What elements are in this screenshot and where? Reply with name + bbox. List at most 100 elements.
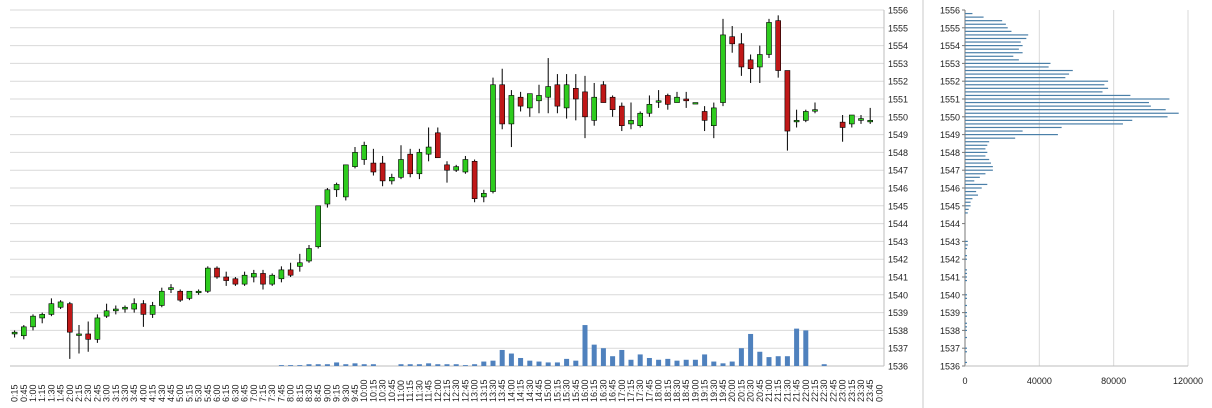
candle-body xyxy=(674,96,680,103)
profile-bar xyxy=(965,66,1049,68)
candle-body xyxy=(434,132,441,159)
candle-body xyxy=(306,248,312,262)
time-tick-label: 13:00 xyxy=(470,379,480,402)
time-tick-label: 2:45 xyxy=(92,384,102,402)
profile-bar xyxy=(965,30,1012,32)
profile-bar xyxy=(965,155,986,157)
volume-bar xyxy=(794,328,800,366)
price-tick-label: 1539 xyxy=(888,308,908,318)
time-tick-label: 5:00 xyxy=(175,384,185,402)
time-tick-label: 15:30 xyxy=(562,379,572,402)
time-tick-label: 21:00 xyxy=(764,379,774,402)
candle-body xyxy=(618,105,625,127)
profile-y-tick-label: 1546 xyxy=(940,184,960,194)
time-tick-label: 23:00 xyxy=(838,379,848,402)
candle-body xyxy=(388,177,395,182)
candle-body xyxy=(775,20,782,71)
candle-body xyxy=(223,276,229,281)
time-tick-label: 15:15 xyxy=(552,379,562,402)
candle-body xyxy=(39,314,46,319)
volume-bar xyxy=(324,364,330,366)
candle-body xyxy=(701,111,708,121)
volume-bar xyxy=(748,333,754,366)
time-tick-label: 2:00 xyxy=(65,384,75,402)
profile-bar xyxy=(965,137,1016,139)
time-tick-label: 20:15 xyxy=(736,379,746,402)
profile-bar xyxy=(965,183,988,186)
time-tick-label: 5:30 xyxy=(194,384,204,402)
time-tick-label: 6:30 xyxy=(230,384,240,402)
candle-body xyxy=(370,162,377,173)
candle-body xyxy=(20,326,27,337)
volume-bar xyxy=(757,351,763,366)
profile-bar xyxy=(965,329,967,331)
candle-body xyxy=(324,189,331,205)
time-tick-label: 21:45 xyxy=(792,379,802,402)
volume-bar xyxy=(628,359,634,366)
candle-body xyxy=(848,114,855,125)
profile-y-tick-label: 1553 xyxy=(940,59,960,69)
candle-body xyxy=(453,166,460,171)
profile-x-tick-label: 80000 xyxy=(1101,376,1126,386)
profile-bar xyxy=(965,144,988,146)
time-tick-label: 12:30 xyxy=(451,379,461,402)
candle-body xyxy=(177,290,183,301)
time-tick-label: 21:15 xyxy=(773,379,783,402)
profile-y-tick-label: 1548 xyxy=(940,148,960,158)
price-tick-label: 1547 xyxy=(888,166,908,176)
profile-y-tick-label: 1549 xyxy=(940,130,960,140)
candle-body xyxy=(425,146,432,155)
profile-bar xyxy=(965,130,1023,132)
candle-body xyxy=(94,317,101,340)
time-tick-label: 18:30 xyxy=(672,379,682,402)
candle-body xyxy=(205,267,211,292)
volume-bar xyxy=(518,357,524,366)
candle-body xyxy=(140,303,147,315)
profile-bar xyxy=(965,272,967,275)
time-tick-label: 23:30 xyxy=(856,379,866,402)
profile-bar xyxy=(965,94,1131,97)
time-tick-label: 12:00 xyxy=(433,379,443,402)
candle-body xyxy=(664,95,671,105)
time-tick-label: 20:00 xyxy=(727,379,737,402)
panel-divider xyxy=(922,0,924,408)
time-tick-label: 1:30 xyxy=(46,384,56,402)
time-tick-label: 18:45 xyxy=(681,379,691,402)
profile-bar xyxy=(965,37,1027,40)
time-tick-label: 11:30 xyxy=(414,380,424,402)
time-tick-label: 7:30 xyxy=(267,384,277,402)
candle-body xyxy=(536,95,542,102)
price-tick-label: 1541 xyxy=(888,273,908,283)
profile-y-tick-label: 1541 xyxy=(940,273,960,283)
profile-y-tick-label: 1540 xyxy=(940,290,960,300)
time-tick-label: 9:00 xyxy=(322,384,332,402)
candle-body xyxy=(609,96,616,110)
profile-bar xyxy=(965,304,967,307)
volume-bar xyxy=(766,357,772,366)
volume-bar xyxy=(720,363,726,366)
candle-body xyxy=(398,159,404,178)
time-tick-label: 3:00 xyxy=(102,384,112,402)
candle-body xyxy=(554,84,561,107)
profile-bar xyxy=(965,315,967,317)
profile-y-tick-label: 1536 xyxy=(940,362,960,372)
profile-bar xyxy=(965,279,967,282)
volume-bar xyxy=(398,364,404,366)
volume-bar xyxy=(343,364,349,366)
profile-bar xyxy=(965,151,988,153)
time-tick-label: 17:15 xyxy=(626,379,636,402)
price-tick-label: 1543 xyxy=(888,237,908,247)
candle-body xyxy=(839,121,846,128)
time-tick-label: 16:30 xyxy=(598,379,608,402)
profile-bar xyxy=(965,87,1109,89)
time-tick-label: 22:45 xyxy=(828,379,838,402)
candle-body xyxy=(858,118,864,121)
candle-body xyxy=(628,120,634,125)
time-tick-label: 2:30 xyxy=(83,384,93,402)
volume-bar xyxy=(591,344,597,366)
volume-bar xyxy=(582,325,588,366)
profile-bar xyxy=(965,255,967,257)
candle-body xyxy=(251,273,257,278)
volume-bar xyxy=(665,358,671,366)
